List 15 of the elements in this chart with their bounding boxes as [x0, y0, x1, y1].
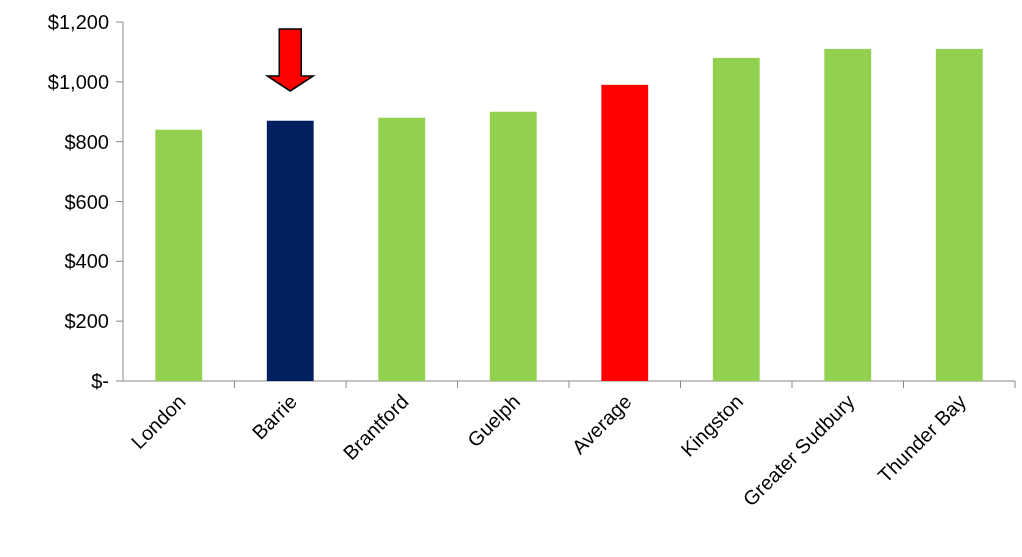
bar: [824, 48, 872, 381]
bar: [935, 48, 983, 381]
bar: [155, 129, 203, 381]
bar: [378, 117, 426, 381]
bar: [489, 111, 537, 381]
y-tick-label: $600: [64, 190, 109, 213]
bar: [601, 84, 649, 381]
bar: [266, 120, 314, 381]
y-tick-label: $1,200: [47, 11, 109, 33]
y-tick-label: $800: [64, 130, 109, 153]
y-tick-label: $400: [64, 250, 109, 273]
y-tick-label: $1,000: [47, 70, 109, 93]
bar: [712, 57, 760, 381]
y-tick-label: $-: [91, 370, 109, 392]
y-tick-label: $200: [64, 310, 109, 333]
